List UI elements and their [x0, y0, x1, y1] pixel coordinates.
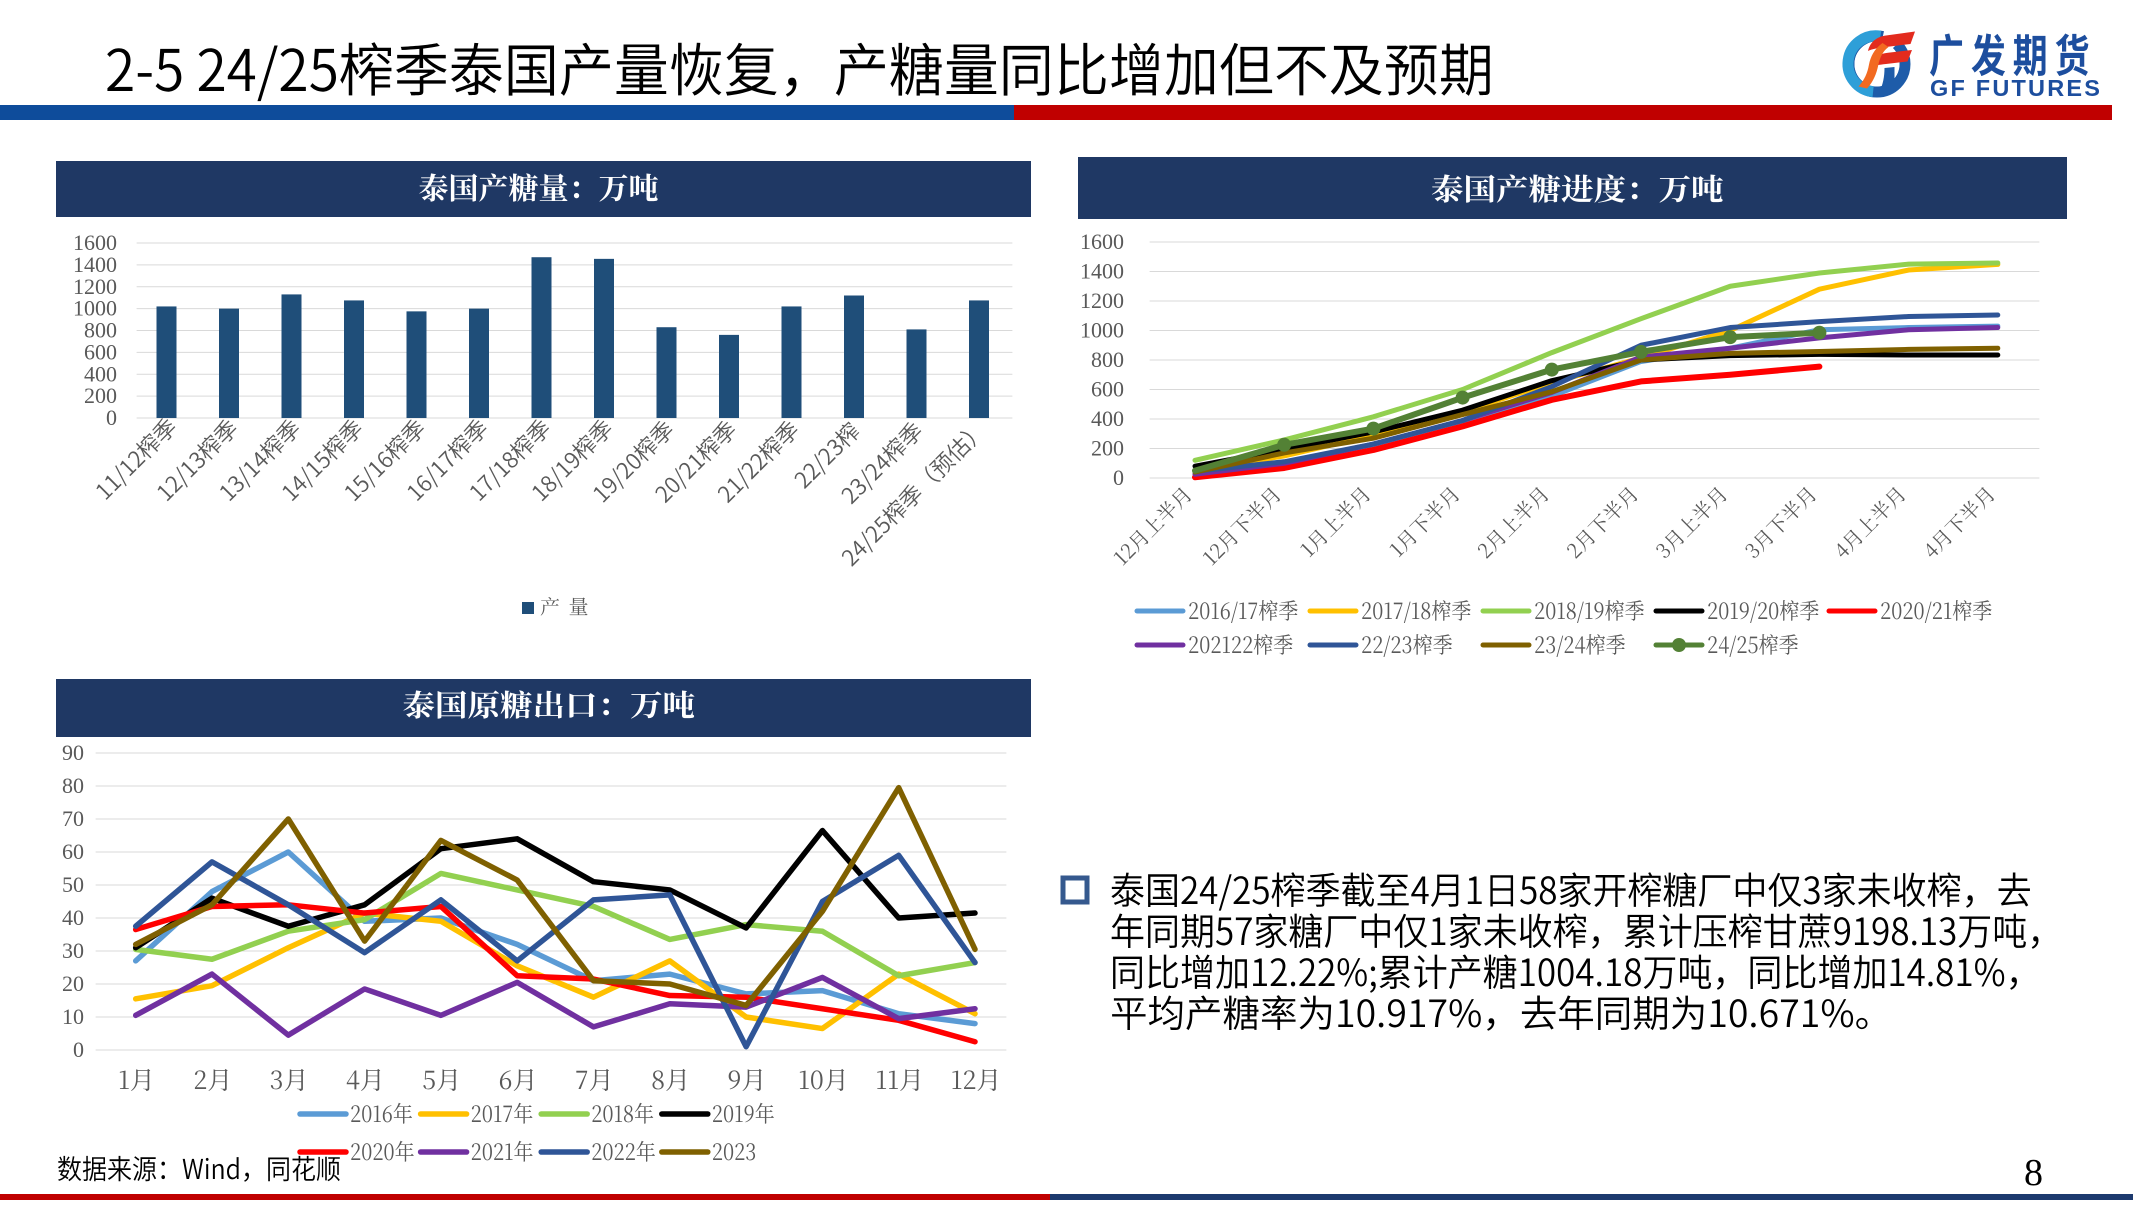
svg-text:800: 800 [84, 318, 117, 343]
svg-text:0: 0 [1113, 465, 1124, 490]
svg-text:600: 600 [1091, 377, 1124, 402]
svg-text:60: 60 [62, 839, 84, 864]
svg-text:30: 30 [62, 938, 84, 963]
svg-text:1200: 1200 [73, 274, 117, 299]
svg-text:0: 0 [73, 1037, 84, 1062]
svg-text:200: 200 [1091, 436, 1124, 461]
svg-text:1000: 1000 [1080, 318, 1124, 343]
svg-text:8: 8 [2024, 1152, 2043, 1194]
svg-text:200: 200 [84, 383, 117, 408]
svg-text:1400: 1400 [1080, 259, 1124, 284]
svg-text:1200: 1200 [1080, 288, 1124, 313]
svg-text:0: 0 [106, 405, 117, 430]
svg-text:1000: 1000 [73, 296, 117, 321]
svg-text:70: 70 [62, 806, 84, 831]
svg-text:1600: 1600 [1080, 229, 1124, 254]
svg-text:50: 50 [62, 872, 84, 897]
svg-text:90: 90 [62, 740, 84, 765]
svg-text:400: 400 [1091, 406, 1124, 431]
svg-text:80: 80 [62, 773, 84, 798]
svg-text:400: 400 [84, 361, 117, 386]
svg-text:10: 10 [62, 1004, 84, 1029]
svg-text:1600: 1600 [73, 230, 117, 255]
svg-text:GF FUTURES: GF FUTURES [1930, 75, 2102, 101]
svg-text:800: 800 [1091, 347, 1124, 372]
svg-text:40: 40 [62, 905, 84, 930]
svg-text:600: 600 [84, 339, 117, 364]
svg-text:20: 20 [62, 971, 84, 996]
svg-text:1400: 1400 [73, 252, 117, 277]
